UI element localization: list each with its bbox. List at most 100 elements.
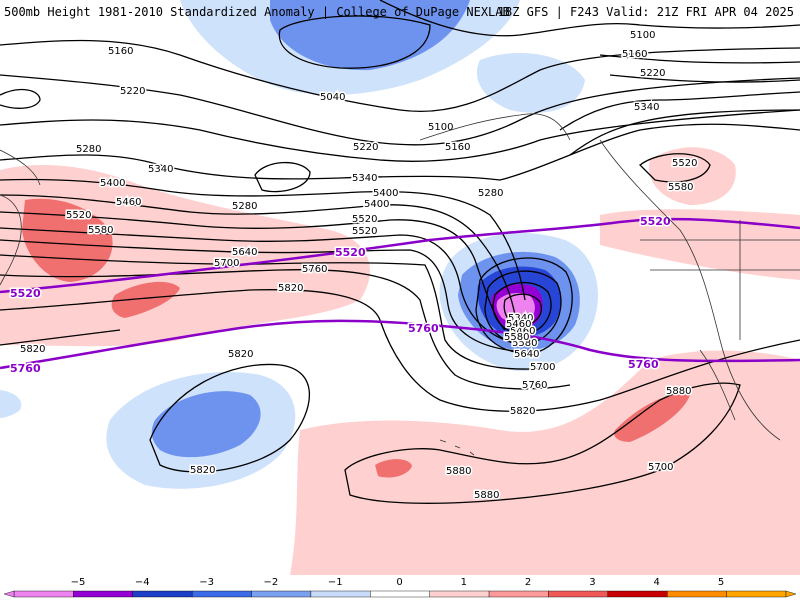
contour-label: 5520 [66, 210, 91, 221]
contour-label: 5340 [634, 102, 659, 113]
reference-label: 5520 [335, 246, 366, 259]
colorbar-swatch [488, 590, 549, 598]
colorbar-tick-label: 0 [396, 577, 402, 588]
colorbar-right-arrow [785, 590, 797, 598]
positive-anomaly-west [0, 165, 370, 347]
contour-label: 5520 [352, 226, 377, 237]
hawaii-islands [439, 439, 475, 456]
negative-anomaly-southwest-core [151, 391, 261, 458]
contour-label: 5460 [506, 319, 531, 330]
colorbar-swatch [132, 590, 193, 598]
colorbar: −5 −4 −3 −2 −1 0 1 2 3 4 5 [0, 576, 800, 600]
colorbar-tick-label: 4 [654, 577, 660, 588]
contour-5700-left [0, 329, 121, 346]
positive-anomaly-west-core [22, 198, 113, 282]
colorbar-tick-label: −3 [199, 577, 214, 588]
contour-label: 5160 [445, 142, 470, 153]
contour-label: 5820 [20, 344, 45, 355]
colorbar-ticks: −5 −4 −3 −2 −1 0 1 2 3 4 5 [71, 577, 725, 588]
contour-label: 5100 [428, 122, 453, 133]
colorbar-tick-label: 1 [461, 577, 467, 588]
contour-5820-a [0, 289, 800, 412]
contour-5340-low [503, 293, 542, 327]
contour-label: 5520 [352, 214, 377, 225]
positive-anomaly-west-us [600, 209, 800, 280]
contour-label: 5880 [446, 466, 471, 477]
contour-label: 5280 [76, 144, 101, 155]
height-contours [0, 0, 800, 504]
reference-label: 5520 [640, 215, 671, 228]
negative-anomaly-leftedge [0, 390, 22, 418]
contour-label: 5100 [630, 30, 655, 41]
contour-label: 5340 [508, 313, 533, 324]
colorbar-swatch [251, 590, 312, 598]
contour-label: 5400 [100, 178, 125, 189]
contour-5280-ne [559, 91, 800, 131]
contour-label: 5580 [512, 338, 537, 349]
contour-label: 5760 [522, 380, 547, 391]
contour-5340-a [0, 123, 800, 181]
contour-label: 5640 [232, 247, 257, 258]
coastline-baja [699, 349, 736, 421]
contour-label: 5820 [228, 349, 253, 360]
contour-5220-a [0, 74, 800, 146]
contour-label: 5220 [120, 86, 145, 97]
coastlines [0, 113, 800, 456]
colorbar-swatch [429, 590, 490, 598]
contour-5160-a [0, 39, 800, 112]
positive-anomaly-west-core2 [111, 281, 180, 318]
colorbar-tick-label: −5 [71, 577, 86, 588]
colorbar-swatch [310, 590, 371, 598]
reference-label: 5760 [10, 362, 41, 375]
positive-anomaly-subtropics-core [614, 394, 690, 442]
colorbar-swatch [191, 590, 252, 598]
contour-5700 [0, 254, 551, 370]
contour-5400 [0, 178, 526, 301]
contour-5520-bc [639, 153, 711, 183]
contour-label: 5460 [116, 197, 141, 208]
contour-label: 5700 [648, 462, 673, 473]
reference-label: 5760 [628, 358, 659, 371]
contour-label: 5700 [214, 258, 239, 269]
contour-label: 5040 [320, 92, 345, 103]
contour-label: 5580 [88, 225, 113, 236]
contour-label: 5640 [514, 349, 539, 360]
contour-5040 [278, 15, 431, 69]
colorbar-swatch [73, 590, 133, 598]
contour-label: 5700 [530, 362, 555, 373]
positive-anomaly-bc [649, 147, 736, 205]
colorbar-swatch [726, 590, 787, 598]
contour-5880-a [344, 382, 741, 504]
reference-contour-5520 [0, 217, 800, 294]
contour-5340-ne [569, 109, 800, 156]
header-title-right: 18Z GFS | F243 Valid: 21Z FRI APR 04 202… [497, 5, 794, 19]
contour-5220-ne [609, 74, 800, 83]
colorbar-tick-label: −1 [328, 577, 343, 588]
contour-5460-low [484, 270, 562, 345]
contour-5460 [0, 194, 516, 316]
contour-5520-low [475, 257, 573, 354]
contour-label: 5400 [373, 188, 398, 199]
colorbar-swatch [370, 590, 430, 598]
negative-anomaly-north-right [476, 52, 585, 113]
colorbar-swatches [3, 590, 797, 598]
colorbar-tick-label: 2 [525, 577, 531, 588]
contour-label: 5340 [352, 173, 377, 184]
contour-5280-a [0, 109, 800, 162]
contour-label: 5760 [302, 264, 327, 275]
coastline-na-west [599, 139, 781, 441]
contour-5820-b [149, 363, 310, 473]
contour-label: 5160 [622, 49, 647, 60]
contour-label: 5820 [278, 283, 303, 294]
colorbar-tick-label: −2 [264, 577, 279, 588]
coastline-kamchatka [0, 149, 41, 186]
contour-5280-closed [254, 161, 311, 193]
contour-5400-low [492, 281, 552, 335]
contour-label: 5280 [478, 188, 503, 199]
contour-label: 5460 [510, 326, 535, 337]
contour-label: 5220 [353, 142, 378, 153]
contour-label: 5880 [666, 386, 691, 397]
contour-labels: 5040 5100 5100 5160 5160 5160 5220 5220 … [19, 29, 699, 503]
